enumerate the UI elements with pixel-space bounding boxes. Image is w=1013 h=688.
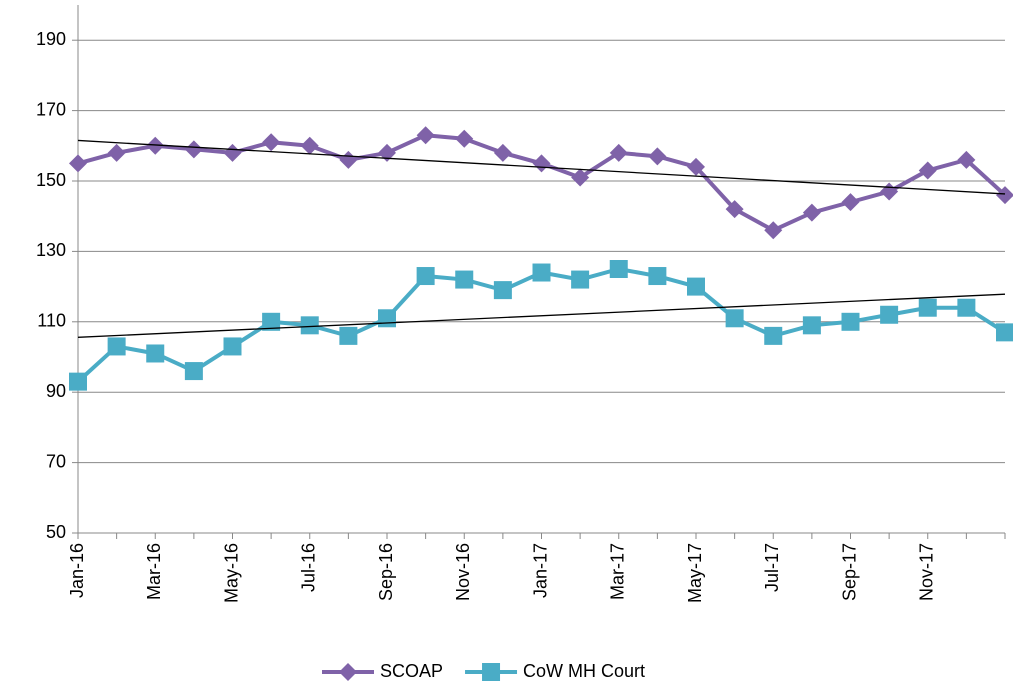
data-point [687,157,705,176]
data-point [339,663,357,681]
data-point [378,143,396,162]
data-point [725,309,744,328]
data-point [957,150,976,169]
y-tick-label: 70 [46,451,66,471]
data-point [107,143,126,162]
data-point [532,263,551,282]
data-point [532,154,551,173]
y-tick-label: 110 [37,311,66,331]
data-point [918,298,937,317]
x-tick-label: Mar-16 [144,543,164,600]
data-point [482,663,501,681]
legend-label: CoW MH Court [523,661,645,681]
data-point [841,193,860,212]
data-point [146,344,165,363]
data-point [609,143,628,162]
data-point [69,372,87,391]
data-point [416,267,435,286]
x-tick-label: Jan-16 [67,543,87,598]
data-point [69,154,87,173]
data-point [802,316,821,335]
data-point [957,298,976,317]
data-point [300,136,319,155]
data-point [339,150,358,169]
x-tick-label: Nov-16 [453,543,473,601]
y-tick-label: 130 [36,240,66,260]
legend-item: CoW MH Court [465,661,645,681]
data-point [880,182,899,201]
x-tick-label: Jan-17 [530,543,550,598]
data-point [764,326,783,345]
data-point [184,362,203,381]
data-point [262,312,281,331]
y-tick-label: 190 [36,29,66,49]
x-tick-label: Jul-17 [762,543,782,592]
data-point [455,270,474,289]
data-point [880,305,899,324]
data-point [648,147,667,166]
data-point [146,136,165,155]
y-tick-label: 90 [46,381,66,401]
data-point [339,326,358,345]
x-tick-label: May-17 [685,543,705,603]
series-line [76,267,1007,384]
data-point [648,267,667,286]
x-tick-label: May-16 [221,543,241,603]
data-point [571,168,590,187]
data-point [493,281,512,300]
series [69,126,1013,240]
data-point [996,323,1013,342]
data-point [455,129,474,148]
data-point [996,186,1013,205]
x-tick-label: Mar-17 [608,543,628,600]
data-point [609,260,628,278]
x-tick-label: Nov-17 [917,543,937,601]
data-point [223,337,242,356]
data-point [802,203,821,222]
data-point [378,309,396,328]
data-point [841,312,860,331]
data-point [725,200,744,219]
series [69,260,1013,391]
data-point [262,133,281,152]
data-point [493,143,512,162]
series-line [77,133,1007,233]
data-point [223,143,242,162]
data-point [571,270,590,289]
data-point [764,221,783,240]
y-tick-label: 150 [36,170,66,190]
legend-label: SCOAP [380,661,443,681]
x-tick-label: Jul-16 [299,543,319,592]
trendline [77,293,1006,338]
data-point [687,277,705,296]
legend-item: SCOAP [322,661,443,681]
data-point [184,140,203,159]
x-tick-label: Sep-17 [839,543,859,601]
y-tick-label: 170 [36,99,66,119]
y-tick-label: 50 [46,522,66,542]
data-point [107,337,126,356]
x-tick-label: Sep-16 [376,543,396,601]
data-point [416,126,435,145]
data-point [918,161,937,180]
data-point [300,316,319,335]
trendline [77,139,1006,195]
